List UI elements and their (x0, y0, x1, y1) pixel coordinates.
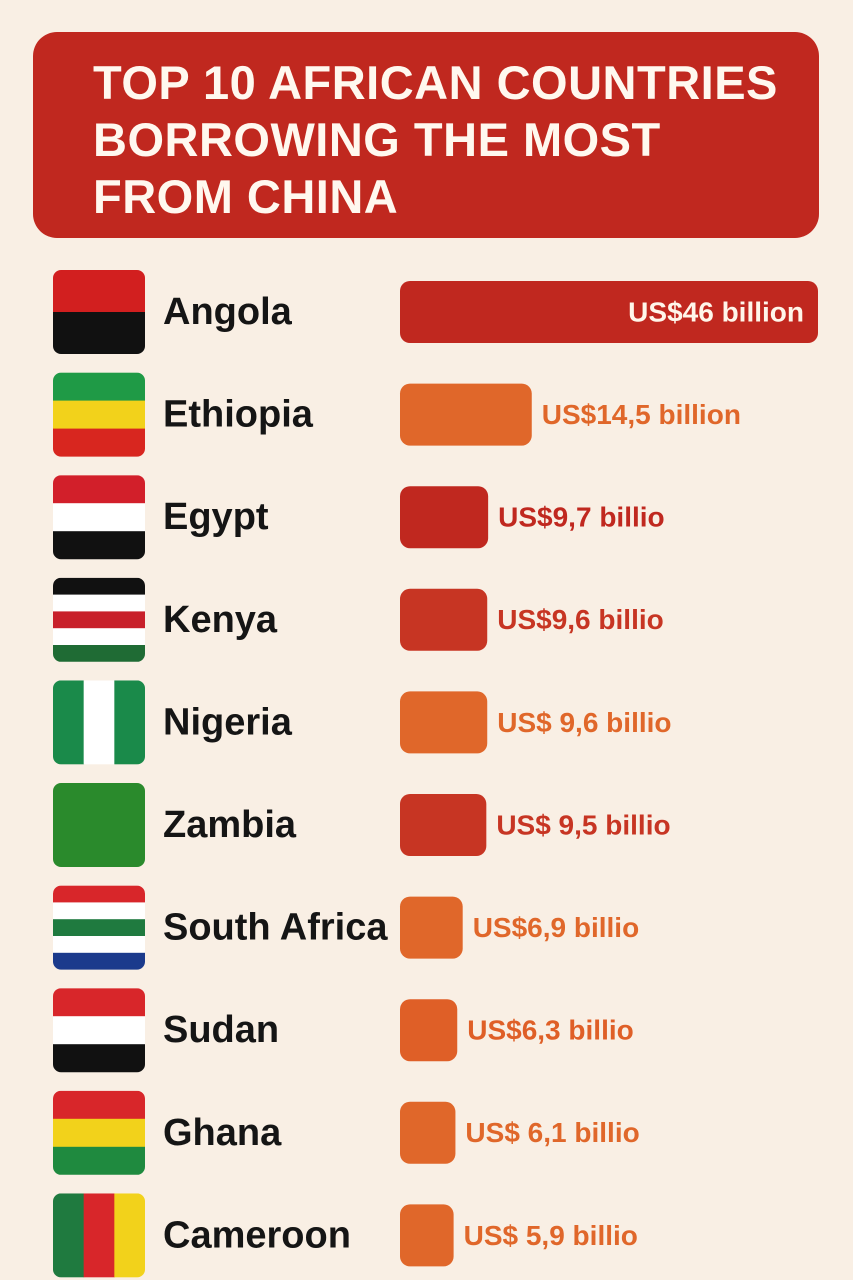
flag-stripe (53, 577, 145, 596)
flag-stripe (53, 628, 145, 646)
bar (400, 1101, 456, 1164)
category-label: Nigeria (163, 701, 293, 743)
category-label: Ghana (163, 1112, 282, 1154)
flag-stripe (53, 531, 145, 560)
flag-stripe (53, 428, 145, 457)
flag-stripe (53, 988, 145, 1017)
flag (53, 372, 145, 457)
flag-stripe (53, 1118, 145, 1148)
flag (53, 1193, 145, 1278)
flag-stripe (53, 936, 145, 954)
title-banner: TOP 10 AFRICAN COUNTRIES BORROWING THE M… (33, 32, 819, 238)
flag (53, 577, 145, 662)
category-label: Angola (163, 291, 293, 333)
value-label: US$ 5,9 billio (464, 1220, 638, 1251)
category-label: Ethiopia (163, 394, 314, 436)
flag-stripe (53, 952, 145, 970)
value-label: US$ 9,5 billio (496, 809, 670, 840)
flag-stripe (53, 902, 145, 920)
flag-stripe (53, 372, 145, 402)
bar (400, 383, 532, 446)
flag-stripe (53, 312, 145, 354)
flag-stripe (83, 1193, 115, 1278)
value-label: US$6,9 billio (473, 912, 640, 943)
bar (400, 691, 488, 754)
flag-stripe (53, 1016, 145, 1045)
flag (53, 270, 145, 354)
flag-stripe (53, 475, 145, 504)
bar (400, 486, 489, 549)
value-label: US$9,7 billio (498, 502, 664, 533)
category-label: Egypt (163, 496, 269, 538)
category-label: Cameroon (163, 1214, 351, 1256)
flag-stripe (53, 680, 85, 765)
flag-stripe (53, 783, 145, 812)
value-label: US$14,5 billion (542, 399, 741, 430)
flag (53, 680, 145, 765)
bar (400, 281, 818, 343)
flag-stripe (53, 919, 145, 937)
value-label: US$ 9,6 billio (497, 707, 671, 738)
category-label: Kenya (163, 599, 278, 641)
flag-stripe (53, 839, 145, 867)
value-label: US$6,3 billio (467, 1015, 633, 1046)
value-label: US$9,6 billio (497, 604, 663, 635)
flag-stripe (53, 611, 145, 629)
bar (400, 999, 458, 1062)
flag-stripe (53, 594, 145, 612)
flag (53, 783, 145, 867)
flag (53, 885, 145, 970)
flag-stripe (83, 680, 115, 765)
category-label: Sudan (163, 1009, 279, 1051)
flag-stripe (53, 270, 145, 313)
flag (53, 1090, 145, 1175)
value-label: US$46 billion (628, 296, 804, 327)
flag-stripe (114, 1193, 145, 1278)
flag-stripe (53, 885, 145, 903)
flag-stripe (53, 645, 145, 662)
flag-stripe (53, 503, 145, 532)
chart-title: TOP 10 AFRICAN COUNTRIES BORROWING THE M… (93, 56, 778, 223)
value-label: US$ 6,1 billio (465, 1117, 639, 1148)
flag-stripe (53, 1044, 145, 1073)
flag (53, 475, 145, 560)
flag (53, 988, 145, 1073)
flag-stripe (53, 400, 145, 430)
category-label: South Africa (163, 907, 388, 949)
bar (400, 794, 487, 856)
flag-stripe (53, 811, 145, 840)
bar (400, 588, 488, 651)
bar (400, 1204, 454, 1267)
flag-stripe (53, 1193, 85, 1278)
bar (400, 896, 463, 959)
flag-stripe (53, 1090, 145, 1120)
flag-stripe (114, 680, 145, 765)
flag-stripe (53, 1146, 145, 1175)
category-label: Zambia (163, 804, 297, 846)
